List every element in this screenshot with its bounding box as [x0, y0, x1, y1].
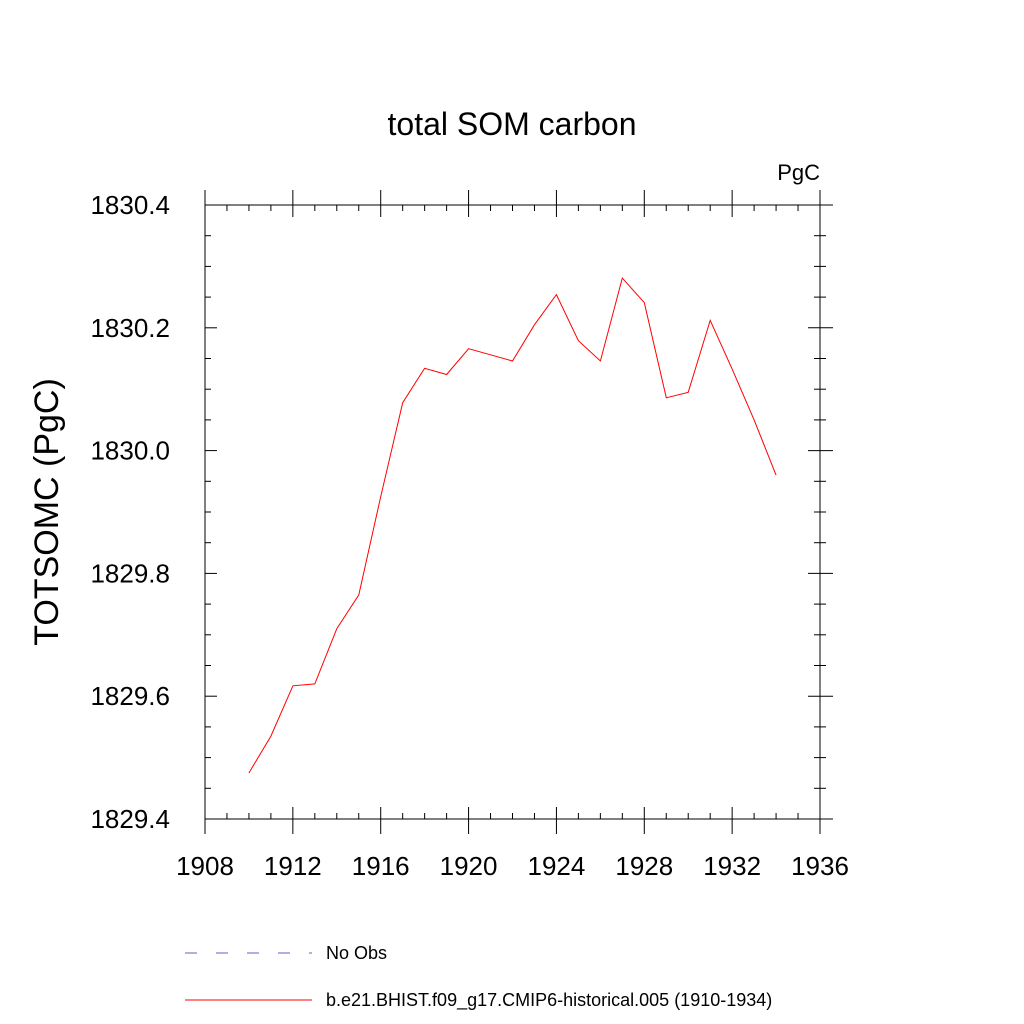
y-tick-label: 1829.6: [90, 681, 170, 711]
y-tick-label: 1829.8: [90, 558, 170, 588]
x-tick-label: 1912: [264, 851, 322, 881]
x-tick-label: 1936: [791, 851, 849, 881]
chart-title: total SOM carbon: [388, 106, 637, 142]
legend-label-historical: b.e21.BHIST.f09_g17.CMIP6-historical.005…: [326, 990, 772, 1011]
y-tick-label: 1830.0: [90, 436, 170, 466]
legend-label-no-obs: No Obs: [326, 943, 387, 963]
x-tick-label: 1920: [440, 851, 498, 881]
plot-frame: [204, 204, 821, 820]
x-tick-label: 1928: [615, 851, 673, 881]
x-tick-label: 1924: [528, 851, 586, 881]
axis-tick-labels: 1908 1912 1916 1920 1924 1928 1932 1936 1829.4 18…: [90, 190, 848, 881]
y-tick-label: 1830.4: [90, 190, 170, 220]
series-line: [248, 277, 777, 774]
units-label: PgC: [777, 160, 820, 185]
series-layer: [248, 277, 777, 774]
x-tick-label: 1932: [703, 851, 761, 881]
y-tick-label: 1829.4: [90, 804, 170, 834]
y-axis-label: TOTSOMC (PgC): [28, 378, 66, 646]
x-tick-label: 1916: [352, 851, 410, 881]
y-tick-label: 1830.2: [90, 313, 170, 343]
x-tick-label: 1908: [176, 851, 234, 881]
legend: No Obs b.e21.BHIST.f09_g17.CMIP6-histori…: [185, 943, 772, 1011]
